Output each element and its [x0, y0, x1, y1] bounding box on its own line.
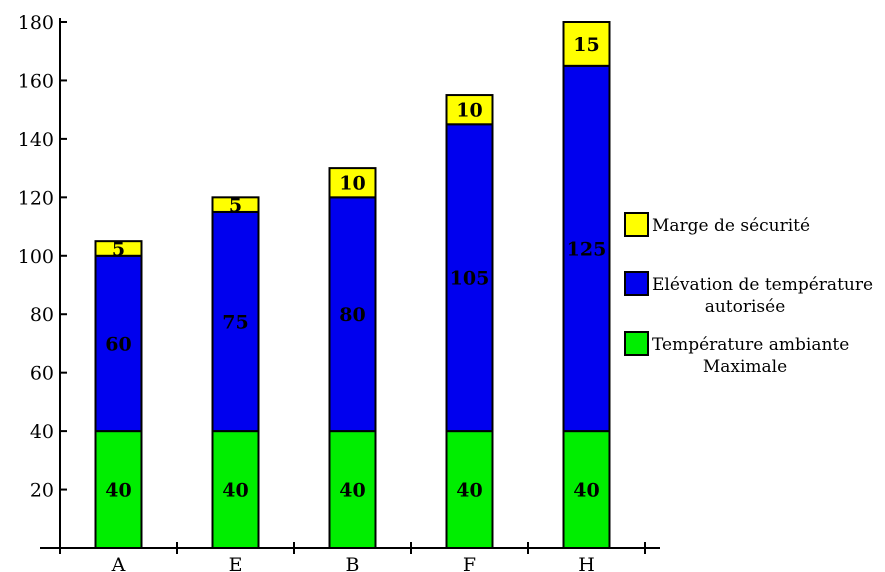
bars: 40 60 5 40 75 5 40 80 10 40 105 10 40 125 15 [96, 22, 610, 548]
x-tick-label: B [346, 554, 360, 572]
data-label: 5 [112, 238, 125, 260]
y-tick-label: 120 [18, 187, 54, 209]
y-tick-label: 100 [18, 246, 54, 268]
y-tick-label: 160 [18, 70, 54, 92]
y-axis: 20 40 60 80 100 120 140 160 180 [18, 12, 67, 548]
data-label: 40 [573, 480, 599, 502]
y-tick-label: 60 [30, 363, 54, 385]
data-label: 40 [339, 480, 365, 502]
y-tick-label: 180 [18, 12, 54, 34]
legend-label: Température ambiante [652, 335, 849, 355]
legend-label: autorisée [705, 297, 786, 317]
data-label: 125 [567, 238, 607, 260]
data-label: 15 [573, 34, 599, 56]
y-tick-label: 140 [18, 129, 54, 151]
data-label: 80 [339, 304, 365, 326]
data-label: 40 [105, 480, 131, 502]
data-label: 10 [456, 100, 482, 122]
y-tick-label: 80 [30, 304, 54, 326]
data-label: 40 [222, 480, 248, 502]
data-label: 40 [456, 480, 482, 502]
data-label: 105 [450, 268, 490, 290]
data-label: 10 [339, 173, 365, 195]
legend-swatch [625, 272, 648, 295]
x-tick-label: H [578, 554, 595, 572]
y-tick-label: 40 [30, 421, 54, 443]
data-label: 5 [229, 195, 242, 217]
data-label: 75 [222, 312, 248, 334]
legend-swatch [625, 332, 648, 355]
legend: Marge de sécurité Elévation de températur… [625, 213, 873, 377]
x-tick-label: A [111, 554, 126, 572]
x-tick-label: F [463, 554, 476, 572]
legend-label: Maximale [703, 357, 787, 377]
y-tick-label: 20 [30, 480, 54, 502]
legend-swatch [625, 213, 648, 236]
legend-label: Elévation de température [652, 275, 873, 295]
data-label: 60 [105, 333, 131, 355]
legend-label: Marge de sécurité [652, 216, 810, 236]
x-tick-label: E [229, 554, 243, 572]
